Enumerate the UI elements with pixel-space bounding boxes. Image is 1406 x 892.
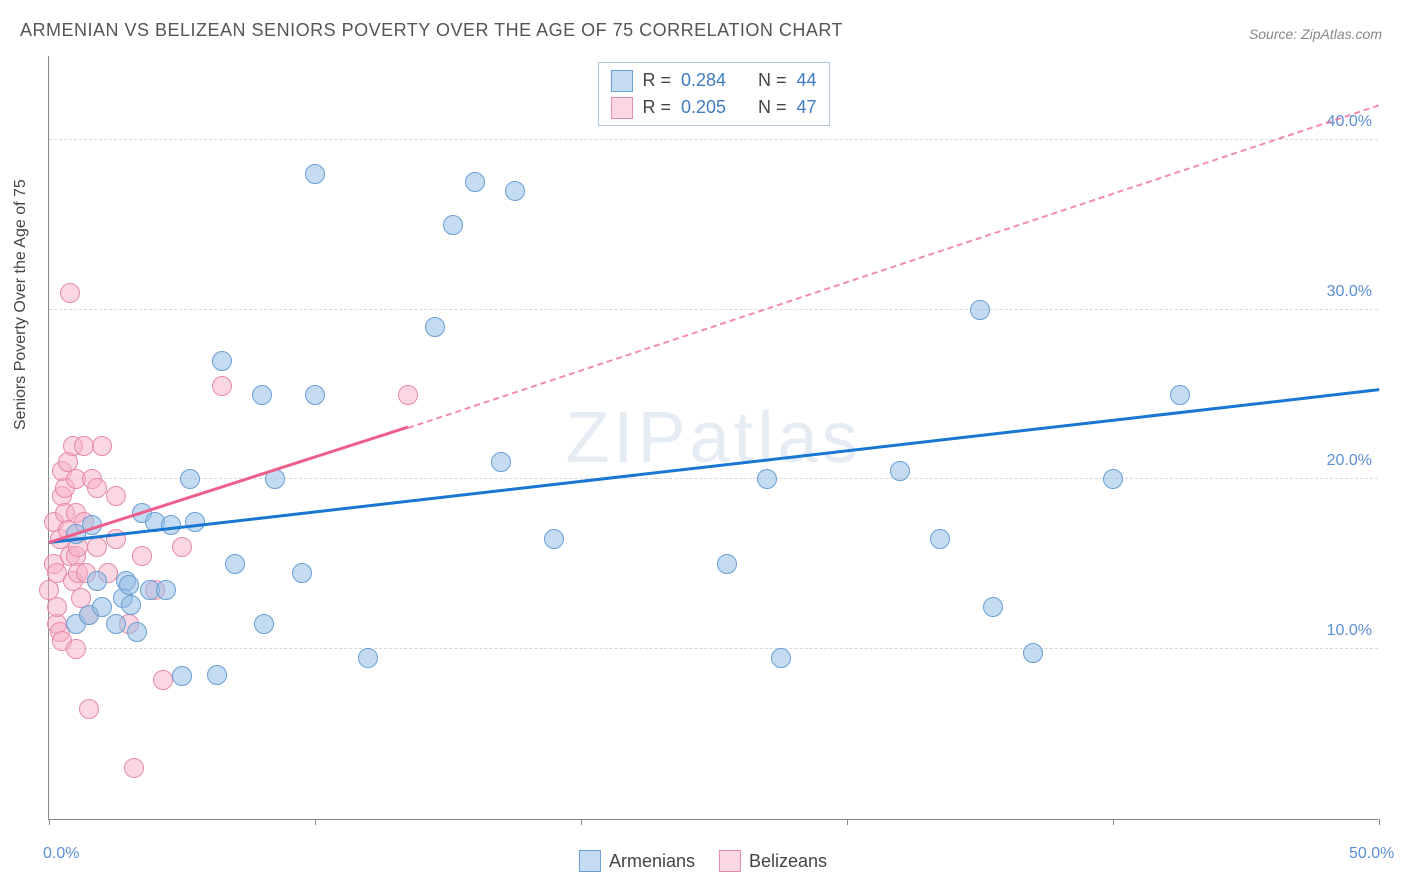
data-point <box>757 469 777 489</box>
data-point <box>358 648 378 668</box>
data-point <box>771 648 791 668</box>
data-point <box>970 300 990 320</box>
data-point <box>491 452 511 472</box>
data-point <box>717 554 737 574</box>
data-point <box>153 670 173 690</box>
data-point <box>180 469 200 489</box>
data-point <box>398 385 418 405</box>
data-point <box>1023 643 1043 663</box>
data-point <box>172 537 192 557</box>
swatch-blue-icon <box>579 850 601 872</box>
data-point <box>252 385 272 405</box>
x-tick-label: 50.0% <box>1349 845 1394 863</box>
data-point <box>544 529 564 549</box>
data-point <box>212 351 232 371</box>
data-point <box>92 597 112 617</box>
data-point <box>465 172 485 192</box>
stats-row-belizean: R = 0.205 N = 47 <box>610 94 816 121</box>
trendline <box>49 388 1379 544</box>
data-point <box>983 597 1003 617</box>
data-point <box>92 436 112 456</box>
data-point <box>212 376 232 396</box>
data-point <box>930 529 950 549</box>
x-tick <box>315 819 316 825</box>
gridline <box>49 309 1378 310</box>
data-point <box>305 164 325 184</box>
data-point <box>47 597 67 617</box>
data-point <box>425 317 445 337</box>
data-point <box>124 758 144 778</box>
data-point <box>305 385 325 405</box>
gridline <box>49 648 1378 649</box>
data-point <box>66 639 86 659</box>
data-point <box>1170 385 1190 405</box>
data-point <box>292 563 312 583</box>
x-tick <box>49 819 50 825</box>
data-point <box>505 181 525 201</box>
x-tick-label: 0.0% <box>43 845 79 863</box>
r-value-a: 0.284 <box>681 67 726 94</box>
y-tick-label: 20.0% <box>1327 452 1372 470</box>
data-point <box>87 537 107 557</box>
data-point <box>119 575 139 595</box>
data-point <box>87 571 107 591</box>
swatch-pink-icon <box>719 850 741 872</box>
data-point <box>185 512 205 532</box>
data-point <box>225 554 245 574</box>
x-tick <box>1113 819 1114 825</box>
data-point <box>60 283 80 303</box>
data-point <box>74 436 94 456</box>
data-point <box>127 622 147 642</box>
n-label-b: N = <box>758 94 787 121</box>
series-legend: Armenians Belizeans <box>579 850 827 872</box>
data-point <box>106 486 126 506</box>
data-point <box>132 546 152 566</box>
x-tick <box>581 819 582 825</box>
y-tick-label: 30.0% <box>1327 283 1372 301</box>
swatch-blue-icon <box>610 70 632 92</box>
r-label-a: R = <box>642 67 671 94</box>
data-point <box>890 461 910 481</box>
data-point <box>121 595 141 615</box>
legend-item-belizean: Belizeans <box>719 850 827 872</box>
data-point <box>172 666 192 686</box>
stats-row-armenian: R = 0.284 N = 44 <box>610 67 816 94</box>
r-value-b: 0.205 <box>681 94 726 121</box>
legend-label-a: Armenians <box>609 851 695 872</box>
trendline <box>408 104 1380 428</box>
gridline <box>49 139 1378 140</box>
n-value-b: 47 <box>797 94 817 121</box>
y-axis-label: Seniors Poverty Over the Age of 75 <box>12 179 30 430</box>
legend-item-armenian: Armenians <box>579 850 695 872</box>
data-point <box>254 614 274 634</box>
data-point <box>443 215 463 235</box>
plot-area: ZIPatlas R = 0.284 N = 44 R = 0.205 N = … <box>48 56 1378 820</box>
swatch-pink-icon <box>610 97 632 119</box>
x-tick <box>847 819 848 825</box>
y-tick-label: 10.0% <box>1327 622 1372 640</box>
stats-legend-box: R = 0.284 N = 44 R = 0.205 N = 47 <box>597 62 829 126</box>
legend-label-b: Belizeans <box>749 851 827 872</box>
n-label-a: N = <box>758 67 787 94</box>
data-point <box>87 478 107 498</box>
data-point <box>156 580 176 600</box>
x-tick <box>1379 819 1380 825</box>
data-point <box>1103 469 1123 489</box>
data-point <box>79 699 99 719</box>
data-point <box>207 665 227 685</box>
n-value-a: 44 <box>797 67 817 94</box>
chart-title: ARMENIAN VS BELIZEAN SENIORS POVERTY OVE… <box>20 20 843 41</box>
data-point <box>106 614 126 634</box>
r-label-b: R = <box>642 94 671 121</box>
source-attribution: Source: ZipAtlas.com <box>1249 26 1382 42</box>
